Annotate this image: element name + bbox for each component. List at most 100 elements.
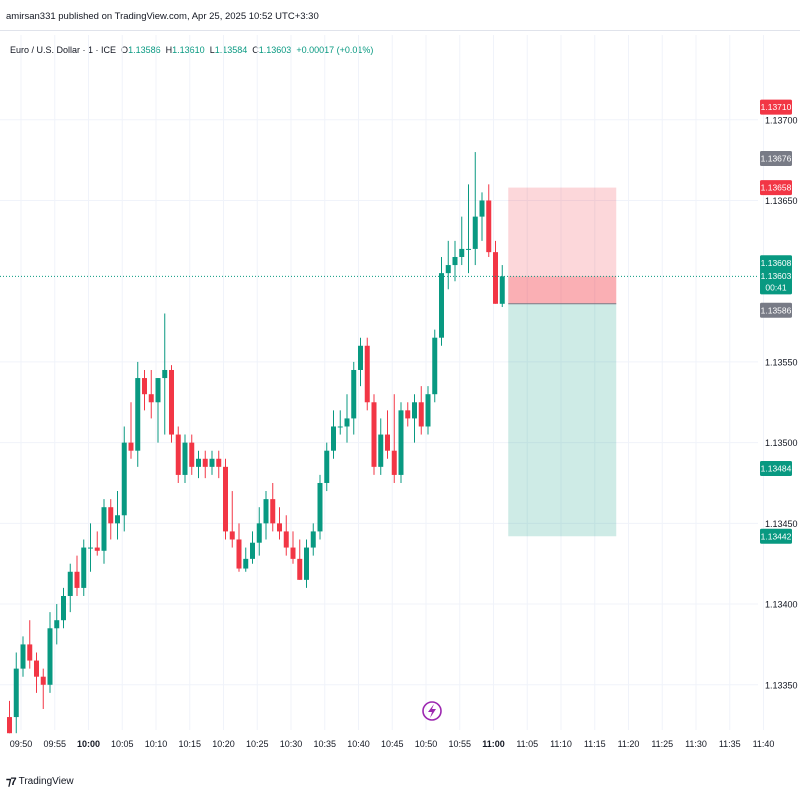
candle-up — [250, 542, 255, 559]
candle-up — [466, 248, 471, 250]
candle-up — [101, 507, 107, 551]
price-label-target: 1.13442 — [760, 528, 792, 544]
candle-down — [236, 539, 242, 569]
price-label-bg — [760, 99, 792, 115]
stop-loss-zone — [508, 187, 617, 304]
price-tick-label: 1.13500 — [765, 438, 798, 448]
candle-down — [74, 571, 80, 588]
candle-up — [499, 276, 505, 304]
chart-grid — [0, 35, 764, 730]
candle-up — [13, 668, 19, 718]
candle-up — [425, 394, 431, 427]
candle-up — [479, 200, 485, 217]
time-tick-label: 10:05 — [111, 739, 134, 749]
candle-up — [432, 337, 438, 395]
price-tick-label: 1.13450 — [765, 519, 798, 529]
candle-up — [351, 369, 357, 419]
price-label-bg — [760, 151, 792, 167]
candle-up — [344, 418, 350, 427]
candle-up — [412, 402, 417, 419]
candle-up — [54, 620, 60, 629]
lightning-icon[interactable] — [422, 701, 442, 721]
tradingview-logo-icon: ⁊7 — [6, 776, 17, 788]
candle-up — [256, 523, 262, 543]
time-tick-label: 10:10 — [145, 739, 168, 749]
price-label-text: 1.13658 — [761, 183, 792, 193]
price-label-text: 1.13586 — [761, 305, 792, 315]
price-label-marker: 1.13676 — [760, 151, 792, 167]
candle-down — [169, 369, 174, 435]
candle-down — [7, 717, 12, 734]
price-tick-label: 1.13700 — [765, 115, 798, 125]
candle-up — [61, 595, 66, 621]
price-label-bg — [760, 255, 792, 271]
candle-down — [385, 434, 390, 451]
high-label: H — [165, 45, 173, 55]
time-axis[interactable]: 09:50 09:55 10:00 10:05 10:10 10:15 10:20 10:25… — [10, 739, 775, 749]
time-tick-label: 10:55 — [448, 739, 471, 749]
candle-down — [216, 458, 222, 467]
time-tick-label: 10:30 — [280, 739, 303, 749]
candle-up — [121, 442, 127, 516]
symbol-legend: Euro / U.S. Dollar · 1 · ICE O1.13586 H1… — [10, 45, 373, 55]
price-label-text: 1.13603 — [761, 271, 792, 281]
price-tick-label: 1.13650 — [765, 196, 798, 206]
price-label-text: 1.13608 — [761, 258, 792, 268]
candle-up — [196, 458, 201, 467]
time-tick-label: 11:35 — [719, 739, 741, 749]
price-label-text: 1.13442 — [761, 531, 792, 541]
candle-up — [162, 369, 168, 379]
time-tick-label: 11:15 — [584, 739, 606, 749]
time-tick-label: 09:55 — [43, 739, 66, 749]
candle-down — [493, 252, 498, 304]
close-value: 1.13603 — [258, 45, 292, 55]
candle-up — [445, 265, 451, 274]
candle-down — [223, 466, 228, 532]
price-label-bg — [760, 528, 792, 544]
candle-down — [142, 378, 147, 395]
take-profit-zone — [508, 303, 617, 537]
candle-up — [304, 547, 309, 580]
candle-up — [182, 442, 188, 475]
time-tick-label: 10:20 — [212, 739, 235, 749]
candle-down — [40, 676, 46, 685]
candle-down — [34, 660, 39, 677]
candle-up — [324, 450, 330, 483]
time-tick-label: 11:30 — [685, 739, 707, 749]
candle-up — [398, 410, 404, 475]
header-divider — [0, 30, 800, 31]
candle-up — [135, 378, 141, 451]
candle-series — [7, 152, 505, 734]
time-tick-label: 11:20 — [618, 739, 640, 749]
candle-down — [108, 507, 114, 524]
candle-up — [317, 482, 323, 532]
time-tick-label: 10:35 — [313, 739, 336, 749]
price-label-stop: 1.13658 — [760, 180, 792, 196]
candle-down — [189, 442, 195, 467]
candle-up — [88, 547, 93, 549]
candle-down — [148, 394, 154, 403]
candle-up — [47, 628, 53, 685]
candle-up — [378, 434, 384, 467]
price-axis[interactable]: 1.13350 1.13400 1.13450 1.13500 1.13550 1.136… — [765, 115, 798, 690]
candle-down — [391, 450, 397, 475]
candle-up — [337, 426, 343, 428]
price-label-bg — [760, 268, 792, 295]
candle-down — [371, 402, 377, 467]
candle-down — [364, 345, 370, 403]
price-tick-label: 1.13350 — [765, 680, 798, 690]
price-tick-label: 1.13400 — [765, 600, 798, 610]
candle-down — [27, 644, 33, 661]
low-value: 1.13584 — [214, 45, 248, 55]
price-axis-labels: 1.137101.136761.136581.136081.1360300:41… — [760, 99, 792, 544]
price-label-text: 1.13676 — [761, 154, 792, 164]
candle-down — [202, 458, 208, 467]
symbol-title[interactable]: Euro / U.S. Dollar · 1 · ICE — [10, 45, 117, 55]
position-tool[interactable] — [508, 187, 617, 537]
candle-up — [209, 458, 215, 467]
time-tick-label: 11:05 — [516, 739, 538, 749]
candle-down — [175, 434, 181, 475]
price-label-bg — [760, 180, 792, 196]
